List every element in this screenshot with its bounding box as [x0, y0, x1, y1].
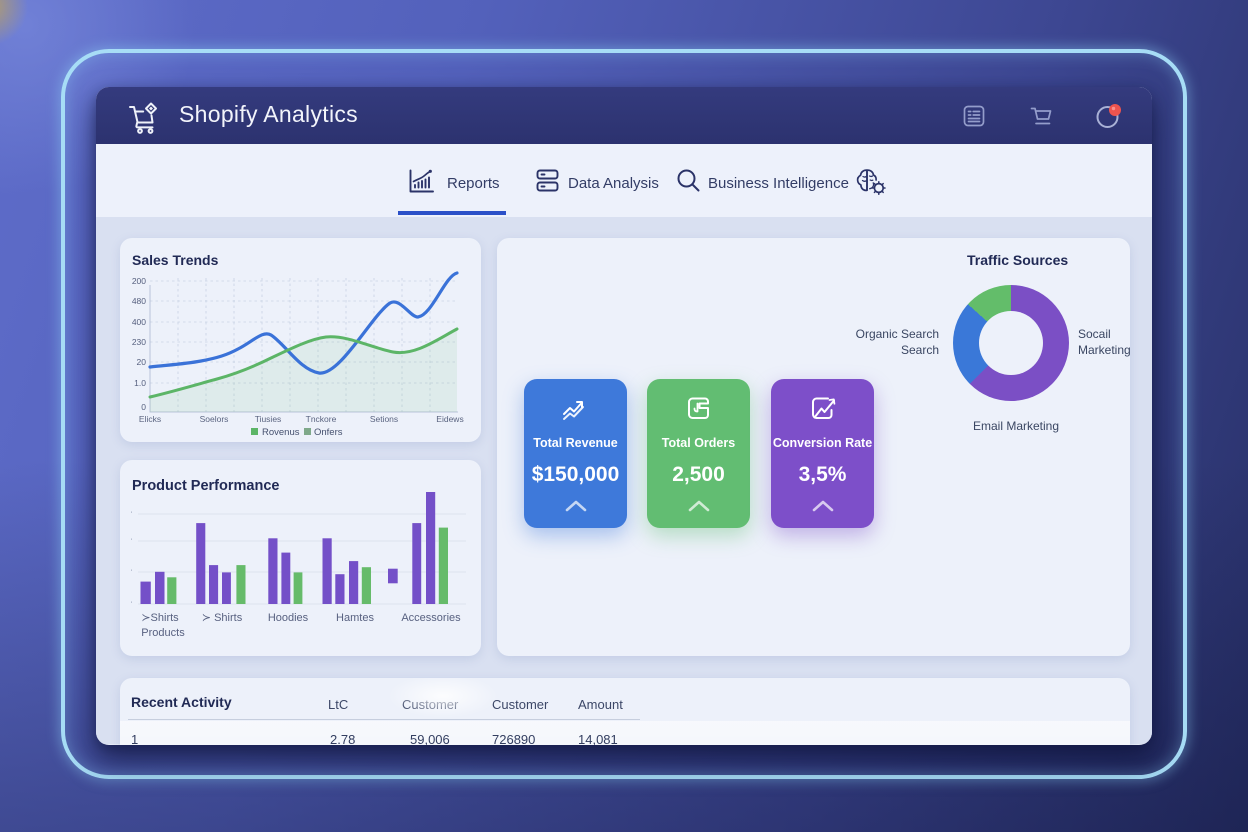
- svg-text:Tiusies: Tiusies: [255, 414, 282, 424]
- svg-text:1.0: 1.0: [134, 378, 146, 388]
- svg-text:': ': [131, 512, 132, 518]
- svg-text:Rovenus: Rovenus: [262, 427, 300, 438]
- svg-text:230: 230: [132, 337, 146, 347]
- svg-text:400: 400: [132, 317, 146, 327]
- svg-text:': ': [131, 602, 132, 608]
- svg-text:Hoodies: Hoodies: [268, 612, 309, 624]
- svg-text:Soelors: Soelors: [200, 414, 229, 424]
- svg-text:Elicks: Elicks: [139, 414, 161, 424]
- svg-text:Onfers: Onfers: [314, 427, 343, 438]
- svg-text:≻Shirts: ≻Shirts: [141, 612, 179, 624]
- svg-text:0: 0: [141, 402, 146, 412]
- svg-text:': ': [131, 539, 132, 545]
- svg-text:480: 480: [132, 296, 146, 306]
- svg-text:Accessories: Accessories: [401, 612, 461, 624]
- svg-text:': ': [131, 570, 132, 576]
- svg-text:Hamtes: Hamtes: [336, 612, 374, 624]
- svg-text:200: 200: [132, 276, 146, 286]
- svg-text:Setions: Setions: [370, 414, 398, 424]
- svg-text:Tnckore: Tnckore: [306, 414, 337, 424]
- svg-text:Products: Products: [141, 627, 185, 639]
- svg-text:Eidews: Eidews: [436, 414, 463, 424]
- svg-text:≻ Shirts: ≻ Shirts: [202, 612, 243, 624]
- svg-text:20: 20: [137, 357, 147, 367]
